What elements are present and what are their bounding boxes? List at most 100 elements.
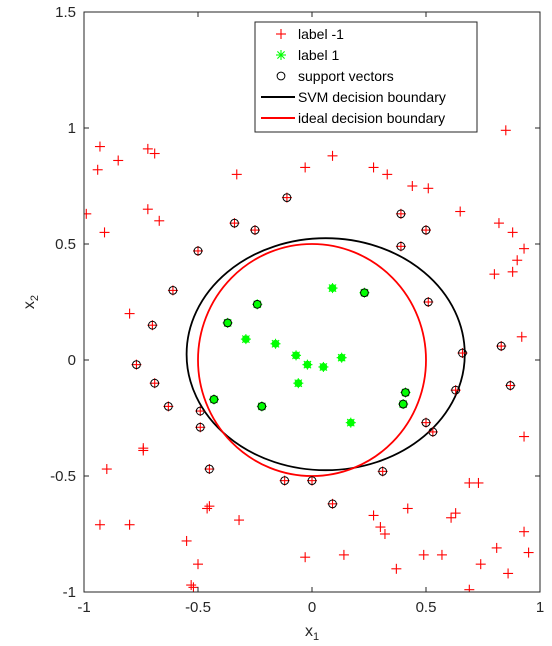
star-d2-stroke: [319, 362, 328, 371]
data-point-support-vector: [168, 286, 178, 295]
data-point-label-neg1: [523, 547, 534, 558]
y-axis-label: x2: [21, 295, 41, 309]
data-point-support-vector: [257, 402, 267, 411]
legend-item-ideal: ideal decision boundary: [261, 110, 445, 126]
data-point-label-neg1: [500, 125, 511, 136]
data-point-label-neg1: [229, 218, 240, 229]
data-point-label-neg1: [99, 227, 110, 238]
data-point-label-neg1: [519, 526, 530, 537]
data-point-label-neg1: [131, 359, 142, 370]
data-point-label-neg1: [382, 169, 393, 180]
data-point-label-neg1: [423, 297, 434, 307]
star-d2-stroke: [401, 388, 410, 397]
data-point-label-neg1: [193, 559, 203, 570]
data-point-label-1: [336, 352, 347, 363]
legend-label-ideal: ideal decision boundary: [298, 110, 445, 126]
x-tick-label: 1: [536, 599, 544, 616]
data-point-label-neg1: [450, 385, 461, 396]
data-point-label-neg1: [368, 510, 379, 521]
data-point-support-vector: [163, 402, 173, 411]
points-layer: [84, 125, 534, 592]
data-point-label-neg1: [496, 341, 507, 352]
data-point-support-vector: [421, 418, 431, 428]
data-point-support-vector: [252, 299, 262, 309]
data-point-support-vector: [195, 422, 205, 432]
data-point-label-1: [398, 399, 409, 410]
data-point-support-vector: [360, 288, 369, 298]
data-point-support-vector: [496, 341, 506, 351]
legend-entries: label -1 label 1 support vectors SVM decisi…: [261, 26, 446, 126]
data-point-label-neg1: [418, 549, 429, 560]
data-point-label-neg1: [149, 378, 160, 389]
legend-label-neg: label -1: [298, 26, 344, 42]
data-point-label-neg1: [338, 549, 349, 560]
x-tick-label: -1: [77, 599, 90, 616]
data-point-label-neg1: [423, 183, 434, 194]
data-point-label-neg1: [124, 519, 135, 530]
ticks-layer: -1 -0.5 0 0.5 1 -1 -0.5 0 0.5 1 1.5: [50, 4, 544, 616]
data-point-label-1: [400, 387, 411, 398]
data-point-label-neg1: [195, 422, 206, 433]
data-point-label-neg1: [101, 464, 112, 475]
data-point-label-neg1: [512, 255, 523, 266]
data-point-label-neg1: [124, 308, 135, 319]
data-point-label-neg1: [421, 417, 431, 428]
data-point-support-vector: [307, 476, 317, 486]
y-axis-label-sub: 2: [29, 295, 41, 301]
x-axis-label-main: x: [305, 623, 313, 640]
data-point-label-1: [302, 359, 313, 370]
data-point-support-vector: [205, 464, 214, 474]
data-point-support-vector: [195, 406, 205, 416]
data-point-support-vector: [328, 499, 337, 509]
legend-box: [254, 21, 478, 133]
data-point-label-neg1: [505, 380, 516, 391]
data-point-label-neg1: [395, 208, 406, 219]
data-point-label-neg1: [181, 535, 192, 546]
data-point-label-neg1: [327, 498, 338, 509]
data-point-label-neg1: [300, 552, 311, 563]
data-point-label-neg1: [395, 241, 406, 252]
data-point-label-neg1: [427, 426, 438, 437]
star-d2-stroke: [271, 339, 280, 348]
star-d2-stroke: [257, 402, 266, 411]
data-point-label-neg1: [94, 141, 105, 152]
data-point-support-vector: [378, 466, 388, 476]
data-point-support-vector: [458, 348, 467, 358]
data-point-label-neg1: [279, 475, 290, 486]
legend-item-pos: label 1: [276, 47, 339, 63]
data-point-support-vector: [428, 427, 438, 437]
legend: label -1 label 1 support vectors SVM decisi…: [254, 21, 478, 133]
data-point-label-neg1: [250, 225, 260, 236]
x-axis-label-sub: 1: [313, 631, 319, 643]
x-tick-label: 0.5: [416, 599, 437, 616]
data-point-label-neg1: [204, 464, 215, 475]
data-point-support-vector: [401, 388, 410, 397]
data-point-label-neg1: [455, 206, 466, 217]
data-point-label-neg1: [379, 529, 390, 539]
data-point-label-neg1: [113, 155, 124, 166]
data-point-label-1: [256, 401, 267, 412]
data-point-label-1: [359, 287, 370, 298]
data-point-label-neg1: [234, 515, 245, 526]
data-point-support-vector: [193, 246, 203, 256]
data-point-label-neg1: [300, 162, 311, 173]
star-d2-stroke: [360, 288, 369, 297]
legend-marker-sv: [276, 71, 286, 81]
star-d2-stroke: [294, 379, 303, 388]
data-point-label-neg1: [407, 181, 418, 191]
star-d2-stroke: [346, 418, 355, 427]
data-point-support-vector: [505, 381, 515, 390]
data-point-support-vector: [396, 209, 406, 219]
data-point-label-neg1: [195, 406, 206, 417]
data-point-support-vector: [209, 395, 219, 404]
legend-label-pos: label 1: [298, 47, 339, 63]
data-point-label-neg1: [493, 218, 504, 229]
data-point-label-neg1: [519, 431, 530, 442]
y-tick-label: 1.5: [55, 4, 76, 21]
data-point-support-vector: [398, 399, 408, 409]
data-point-label-neg1: [368, 162, 379, 173]
data-point-label-neg1: [450, 508, 461, 519]
data-point-support-vector: [280, 476, 290, 486]
star-d2-stroke: [241, 335, 250, 344]
